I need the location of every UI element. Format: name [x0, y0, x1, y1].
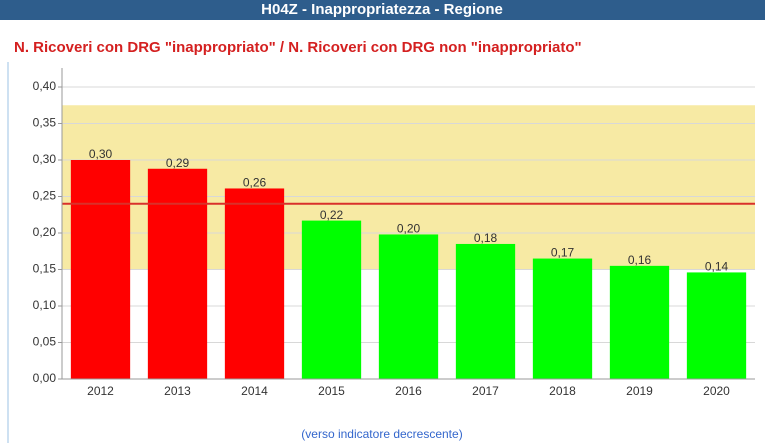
bar: [609, 265, 670, 379]
bar: [686, 272, 747, 379]
data-label: 0,14: [705, 260, 729, 274]
bar: [224, 188, 285, 379]
x-tick-label: 2020: [703, 384, 730, 398]
data-label: 0,30: [89, 147, 113, 161]
bar: [301, 220, 362, 379]
x-tick-label: 2016: [395, 384, 422, 398]
data-label: 0,17: [551, 246, 575, 260]
x-tick-label: 2019: [626, 384, 653, 398]
bar: [455, 243, 516, 379]
y-tick-label: 0,35: [33, 116, 57, 130]
x-tick-label: 2013: [164, 384, 191, 398]
x-tick-label: 2012: [87, 384, 114, 398]
y-tick-label: 0,40: [33, 79, 57, 93]
x-tick-label: 2015: [318, 384, 345, 398]
header-title: H04Z - Inappropriatezza - Regione: [261, 1, 503, 18]
x-tick-label: 2018: [549, 384, 576, 398]
data-label: 0,20: [397, 222, 421, 236]
y-tick-label: 0,05: [33, 335, 57, 349]
bar: [532, 258, 593, 379]
x-tick-label: 2014: [241, 384, 268, 398]
data-label: 0,16: [628, 253, 652, 267]
y-tick-label: 0,10: [33, 298, 57, 312]
bar: [70, 160, 131, 379]
header-bar: [0, 0, 765, 20]
bar: [147, 168, 208, 379]
chart-title: N. Ricoveri con DRG "inappropriato" / N.…: [14, 39, 582, 56]
y-tick-label: 0,30: [33, 152, 57, 166]
data-label: 0,18: [474, 231, 498, 245]
data-label: 0,29: [166, 156, 190, 170]
y-tick-label: 0,20: [33, 225, 57, 239]
footnote: (verso indicatore decrescente): [301, 427, 462, 441]
x-tick-label: 2017: [472, 384, 499, 398]
y-tick-label: 0,15: [33, 262, 57, 276]
data-label: 0,26: [243, 176, 267, 190]
y-tick-label: 0,00: [33, 371, 57, 385]
data-label: 0,22: [320, 208, 344, 222]
bar: [378, 234, 439, 379]
y-tick-label: 0,25: [33, 189, 57, 203]
